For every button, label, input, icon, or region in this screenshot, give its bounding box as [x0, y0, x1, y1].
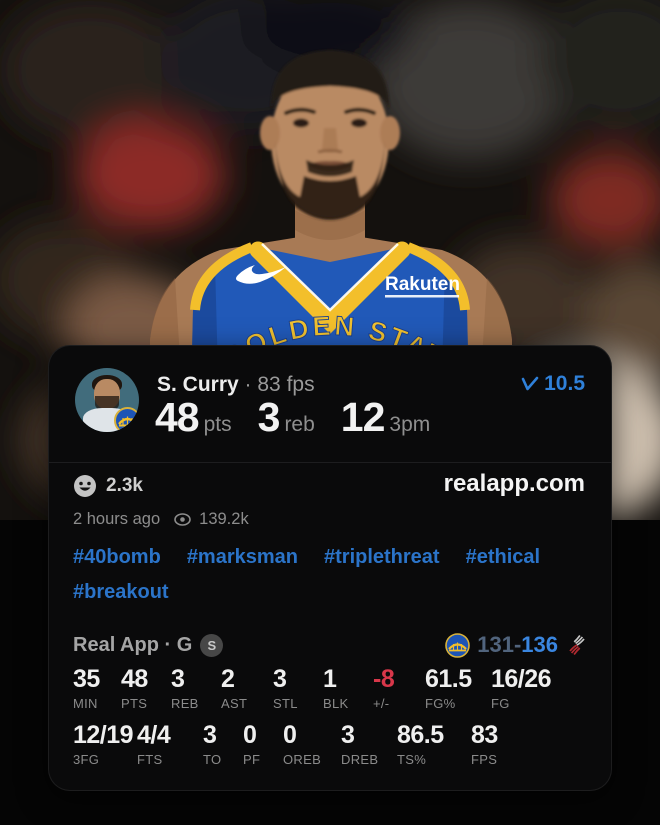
- player-name: S. Curry: [157, 373, 239, 396]
- hashtag[interactable]: #marksman: [186, 546, 298, 568]
- rating-value: 10.5: [544, 372, 585, 395]
- smiley-icon: [74, 475, 96, 497]
- header-statline: 48 pts 3 reb 12 3pm: [155, 394, 430, 441]
- stat-min: 35 MIN: [73, 665, 100, 712]
- stat-3fg: 12/19 3FG: [73, 721, 134, 768]
- player-avatar[interactable]: [75, 368, 139, 432]
- stat-pf: 0 PF: [243, 721, 261, 768]
- game-source: Real App · G S: [73, 633, 224, 657]
- player-fps-meta: · 83 fps: [244, 373, 315, 396]
- rebounds-unit: reb: [284, 413, 315, 436]
- stat-fg: 16/26 FG: [491, 665, 552, 712]
- reactions-row[interactable]: 2.3k: [73, 474, 143, 498]
- card-header: S. Curry · 83 fps 10.5 48 pts 3 reb 12 3…: [49, 346, 611, 462]
- stat-pts: 48 PTS: [121, 665, 148, 712]
- threes-unit: 3pm: [389, 413, 431, 436]
- jersey-sponsor-label: Rakuten: [385, 274, 460, 295]
- points-unit: pts: [203, 413, 232, 436]
- warriors-logo-badge: [114, 407, 139, 432]
- stat-fts: 4/4 FTS: [137, 721, 171, 768]
- stat-stl: 3 STL: [273, 665, 298, 712]
- hashtag-list: #40bomb #marksman #triplethreat #ethical…: [73, 546, 593, 604]
- stat-ast: 2 AST: [221, 665, 248, 712]
- stat-to: 3 TO: [203, 721, 222, 768]
- warriors-bridge-icon: [118, 416, 137, 427]
- source-label: Real App · G: [73, 633, 193, 656]
- hashtag[interactable]: #40bomb: [73, 546, 161, 568]
- views-count: 139.2k: [199, 510, 249, 528]
- hashtag[interactable]: #breakout: [73, 581, 169, 603]
- hashtag[interactable]: #ethical: [465, 546, 541, 568]
- reactions-count: 2.3k: [106, 475, 143, 496]
- blazers-logo-icon: [569, 635, 585, 655]
- stat-card: S. Curry · 83 fps 10.5 48 pts 3 reb 12 3…: [48, 345, 612, 791]
- game-row: Real App · G S 131-136: [73, 630, 589, 660]
- points-value: 48: [155, 394, 200, 440]
- stat-fps: 83 FPS: [471, 721, 498, 768]
- trend-icon: [521, 376, 539, 391]
- score-home: 131-: [477, 632, 522, 657]
- stat-dreb: 3 DREB: [341, 721, 379, 768]
- header-divider: [49, 462, 611, 463]
- site-label[interactable]: realapp.com: [443, 470, 585, 497]
- stats-row-2: 12/19 3FG 4/4 FTS 3 TO 0 PF 0 OREB 3 DRE…: [73, 721, 519, 768]
- stats-row-1: 35 MIN 48 PTS 3 REB 2 AST 3 STL 1 BLK: [73, 665, 567, 712]
- views-eye-icon: [174, 513, 191, 526]
- stat-reb: 3 REB: [171, 665, 199, 712]
- stat-oreb: 0 OREB: [283, 721, 322, 768]
- warriors-logo-icon: [445, 632, 471, 658]
- avatar-beard: [95, 396, 119, 411]
- hashtag[interactable]: #triplethreat: [324, 546, 440, 568]
- stat-fgpct: 61.5 FG%: [425, 665, 472, 712]
- time-ago: 2 hours ago: [73, 510, 161, 528]
- game-score[interactable]: 131-136: [445, 632, 589, 658]
- rebounds-value: 3: [257, 394, 281, 440]
- stat-tspct: 86.5 TS%: [397, 721, 444, 768]
- stat-blk: 1 BLK: [323, 665, 349, 712]
- nike-swoosh-icon: [236, 265, 286, 284]
- meta-row: 2 hours ago 139.2k: [73, 510, 249, 529]
- source-badge[interactable]: S: [200, 633, 224, 657]
- stat-plusminus: -8 +/-: [373, 665, 395, 712]
- rating-indicator: 10.5: [521, 372, 585, 396]
- score-away: 136: [521, 632, 558, 657]
- threes-value: 12: [340, 394, 386, 440]
- player-name-line: S. Curry · 83 fps: [157, 373, 315, 397]
